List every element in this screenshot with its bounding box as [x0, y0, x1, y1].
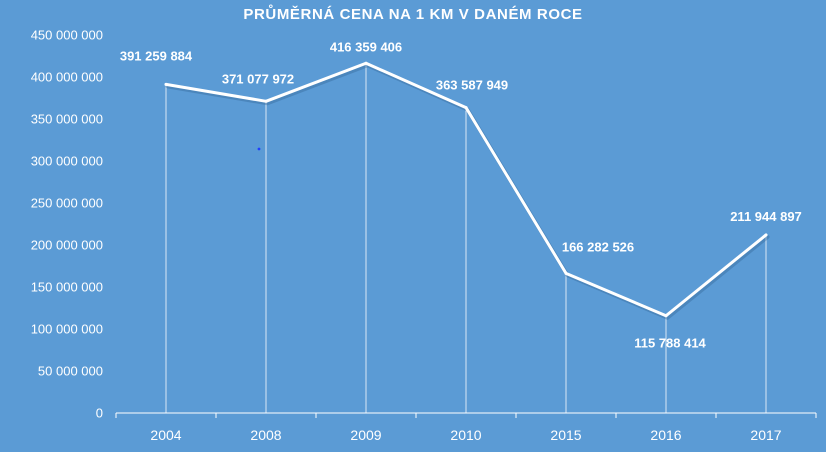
data-label: 371 077 972: [222, 71, 294, 86]
data-point: [364, 61, 368, 65]
data-point: [764, 233, 768, 237]
data-label: 363 587 949: [436, 78, 508, 93]
y-tick-label: 200 000 000: [31, 238, 103, 253]
x-tick-label: 2017: [750, 427, 781, 443]
data-point: [564, 271, 568, 275]
data-label: 115 788 414: [634, 336, 706, 351]
series-line-shadow: [165, 63, 770, 320]
data-label: 211 944 897: [730, 209, 802, 224]
x-tick-label: 2010: [450, 427, 481, 443]
x-tick-label: 2004: [150, 427, 181, 443]
y-tick-label: 0: [96, 406, 103, 421]
y-tick-label: 450 000 000: [31, 28, 103, 43]
chart-title: PRŮMĚRNÁ CENA NA 1 KM V DANÉM ROCE: [243, 6, 583, 23]
stray-marker: [257, 147, 261, 151]
y-tick-label: 250 000 000: [31, 196, 103, 211]
y-tick-label: 350 000 000: [31, 112, 103, 127]
x-tick-label: 2009: [350, 427, 381, 443]
x-tick-label: 2016: [650, 427, 681, 443]
data-point: [664, 314, 668, 318]
data-label: 391 259 884: [120, 48, 193, 63]
y-tick-label: 300 000 000: [31, 154, 103, 169]
data-label: 416 359 406: [330, 39, 402, 54]
series-group: [164, 61, 770, 320]
x-axis-tick-labels: 2004 2008 2009 2010 2015 2016 2017: [150, 427, 781, 443]
data-point: [264, 99, 268, 103]
x-axis-tick-marks: [115, 413, 817, 418]
drop-lines: [165, 63, 767, 413]
x-tick-label: 2015: [550, 427, 581, 443]
data-point: [464, 106, 468, 110]
x-tick-label: 2008: [250, 427, 281, 443]
y-tick-label: 100 000 000: [31, 322, 103, 337]
y-tick-label: 50 000 000: [38, 364, 103, 379]
data-labels: 391 259 884 371 077 972 416 359 406 363 587…: [120, 39, 802, 350]
data-label: 166 282 526: [562, 239, 634, 254]
y-tick-label: 400 000 000: [31, 70, 103, 85]
y-axis-tick-labels: 0 50 000 000 100 000 000 150 000 000 200 000…: [31, 28, 103, 421]
data-point: [164, 82, 168, 86]
y-tick-label: 150 000 000: [31, 280, 103, 295]
